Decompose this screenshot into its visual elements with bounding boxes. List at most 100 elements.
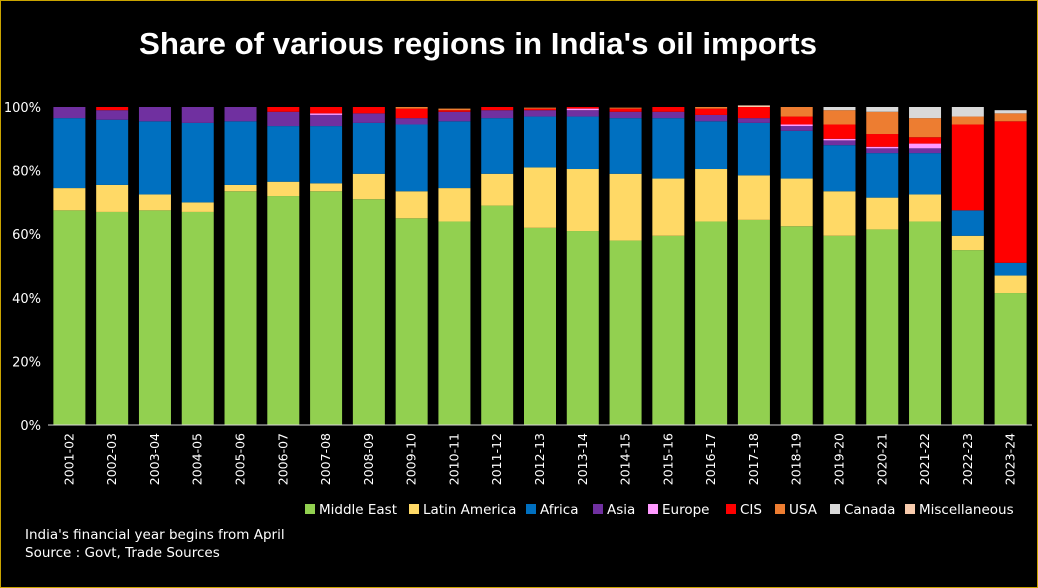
bar-2021-22-latin-america — [909, 194, 942, 222]
bar-2020-21-latin-america — [866, 197, 899, 230]
bar-2008-09-middle-east — [352, 199, 385, 425]
x-tick-label: 2015-16 — [660, 433, 675, 485]
bar-2022-23-cis — [951, 124, 984, 211]
bar-2011-12-africa — [481, 118, 514, 174]
footnote-source: Source : Govt, Trade Sources — [25, 545, 220, 561]
bar-2013-14-europe — [566, 108, 599, 111]
x-tick-label: 2020-21 — [874, 433, 889, 485]
bar-2002-03-middle-east — [96, 211, 129, 425]
bar-2015-16-cis — [652, 107, 685, 112]
bar-2009-10-asia — [395, 118, 428, 125]
legend-label: CIS — [740, 502, 762, 518]
bar-2023-24-latin-america — [994, 275, 1027, 294]
bar-2010-11-middle-east — [438, 221, 471, 425]
x-tick-label: 2009-10 — [404, 433, 419, 485]
y-tick-label: 0% — [20, 419, 41, 434]
bar-2005-06-asia — [224, 107, 257, 122]
bar-2002-03-cis — [96, 107, 129, 111]
bar-2019-20-asia — [823, 140, 856, 146]
bar-2023-24-middle-east — [994, 293, 1027, 425]
legend-label: Canada — [844, 502, 895, 518]
bar-2001-02-africa — [53, 118, 86, 189]
bar-2017-18-middle-east — [737, 219, 770, 425]
bar-2005-06-latin-america — [224, 184, 257, 192]
bar-2021-22-asia — [909, 148, 942, 154]
legend-swatch — [526, 504, 536, 514]
bar-2020-21-canada — [866, 107, 899, 112]
bar-2023-24-canada — [994, 110, 1027, 114]
x-tick-label: 2014-15 — [618, 433, 633, 485]
bar-2009-10-latin-america — [395, 191, 428, 219]
legend-label: Miscellaneous — [919, 502, 1014, 518]
bar-2001-02-asia — [53, 107, 86, 119]
bar-2012-13-usa — [524, 107, 556, 109]
bar-2014-15-latin-america — [609, 173, 642, 241]
bar-2014-15-usa — [609, 107, 642, 109]
x-tick-label: 2006-07 — [275, 433, 290, 485]
y-axis: 0% 20% 40% 60% 80% 100% — [4, 101, 41, 434]
legend-swatch — [905, 504, 915, 514]
bar-2007-08-latin-america — [310, 183, 343, 192]
x-tick-label: 2004-05 — [190, 433, 205, 485]
bar-2021-22-africa — [909, 153, 942, 195]
bar-2007-08-middle-east — [310, 191, 343, 425]
bar-2014-15-africa — [609, 118, 642, 174]
bar-2018-19-africa — [780, 130, 813, 179]
x-tick-label: 2003-04 — [147, 433, 162, 485]
bar-2019-20-africa — [823, 145, 856, 192]
bar-2013-14-africa — [566, 116, 599, 170]
bar-2016-17-africa — [695, 121, 728, 170]
bar-2014-15-middle-east — [609, 240, 642, 425]
legend-swatch — [775, 504, 785, 514]
bar-2012-13-middle-east — [524, 227, 556, 425]
bar-2005-06-middle-east — [224, 191, 257, 425]
x-tick-label: 2021-22 — [917, 433, 932, 485]
bar-2020-21-europe — [866, 146, 899, 149]
legend-label: Middle East — [319, 502, 397, 518]
bar-2018-19-latin-america — [780, 178, 813, 227]
bar-2023-24-cis — [994, 121, 1027, 263]
bar-2015-16-africa — [652, 118, 685, 179]
bar-2019-20-middle-east — [823, 235, 856, 425]
legend-label: Asia — [607, 502, 635, 518]
bar-2020-21-usa — [866, 111, 899, 135]
bar-2001-02-middle-east — [53, 210, 86, 425]
bar-2008-09-cis — [352, 107, 385, 114]
bar-2010-11-cis — [438, 110, 471, 112]
bar-2007-08-africa — [310, 126, 343, 184]
bar-2006-07-cis — [267, 107, 300, 112]
bar-2011-12-cis — [481, 107, 514, 111]
x-tick-label: 2013-14 — [575, 433, 590, 485]
bar-2021-22-cis — [909, 137, 942, 144]
legend-swatch — [830, 504, 840, 514]
bar-2004-05-middle-east — [181, 211, 214, 425]
bar-2012-13-africa — [524, 116, 556, 168]
bar-2007-08-cis — [310, 107, 343, 114]
x-tick-label: 2001-02 — [61, 433, 76, 485]
bar-2009-10-usa — [395, 107, 428, 109]
bar-2013-14-latin-america — [566, 169, 599, 232]
bar-2004-05-latin-america — [181, 202, 214, 212]
bar-2012-13-cis — [524, 108, 556, 111]
bar-2014-15-asia — [609, 111, 642, 119]
bar-2022-23-canada — [951, 107, 984, 117]
legend-label: Latin America — [423, 502, 516, 518]
bar-2022-23-usa — [951, 116, 984, 125]
bar-2013-14-middle-east — [566, 231, 599, 425]
bar-2021-22-middle-east — [909, 221, 942, 425]
legend-label: Europe — [662, 502, 709, 518]
bar-2003-04-asia — [138, 107, 171, 122]
bar-2010-11-africa — [438, 121, 471, 189]
legend-label: USA — [789, 502, 818, 518]
y-tick-label: 40% — [12, 292, 41, 307]
bar-2010-11-asia — [438, 111, 471, 122]
bar-2004-05-asia — [181, 107, 214, 123]
bar-2008-09-latin-america — [352, 173, 385, 200]
bar-2021-22-canada — [909, 107, 942, 119]
bar-2017-18-asia — [737, 118, 770, 123]
bar-2003-04-africa — [138, 121, 171, 195]
bar-2006-07-middle-east — [267, 196, 300, 425]
legend: Middle East Latin America Africa Asia Europe… — [305, 502, 1014, 518]
x-tick-label: 2016-17 — [703, 433, 718, 485]
bar-2020-21-middle-east — [866, 229, 899, 425]
